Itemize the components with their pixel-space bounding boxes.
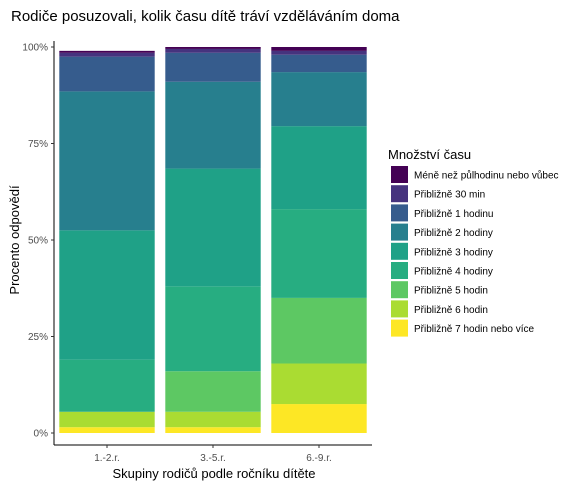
bar-segment bbox=[165, 47, 261, 49]
x-axis-title: Skupiny rodičů podle ročníku dítěte bbox=[112, 466, 315, 481]
bar-segment bbox=[59, 411, 155, 428]
legend-key bbox=[391, 281, 408, 299]
bar-segment bbox=[271, 363, 367, 405]
bar-segment bbox=[59, 230, 155, 360]
legend-key bbox=[391, 300, 408, 318]
bar-segment bbox=[165, 48, 261, 53]
y-tick-label: 50% bbox=[28, 236, 48, 247]
y-tick-label: 0% bbox=[34, 429, 49, 440]
legend-label: Přibližně 2 hodiny bbox=[414, 228, 493, 239]
bar-segment bbox=[271, 47, 367, 51]
legend-label: Přibližně 30 min bbox=[414, 190, 485, 201]
legend-key bbox=[391, 223, 408, 241]
legend-key bbox=[391, 319, 408, 337]
y-tick-label: 25% bbox=[28, 332, 48, 343]
legend-key bbox=[391, 185, 408, 203]
bar-segment bbox=[59, 50, 155, 53]
legend-key bbox=[391, 242, 408, 260]
bar-segment bbox=[271, 54, 367, 73]
x-tick-label: 1.-2.r. bbox=[94, 453, 120, 464]
bar-segment bbox=[271, 126, 367, 210]
legend-label: Přibližně 1 hodinu bbox=[414, 209, 494, 220]
x-tick-label: 3.-5.r. bbox=[200, 453, 226, 464]
bar-segment bbox=[59, 52, 155, 57]
bar-segment bbox=[165, 81, 261, 169]
bar-segment bbox=[59, 91, 155, 231]
x-tick-label: 6.-9.r. bbox=[306, 453, 332, 464]
bar-segment bbox=[271, 72, 367, 127]
legend-key bbox=[391, 262, 408, 279]
bar-segment bbox=[271, 404, 367, 433]
bar-segment bbox=[271, 209, 367, 298]
legend-label: Přibližně 6 hodin bbox=[414, 305, 488, 316]
chart-title: Rodiče posuzovali, kolik času dítě tráví… bbox=[11, 8, 400, 25]
legend-label: Přibližně 7 hodin nebo více bbox=[414, 324, 535, 335]
bar-segment bbox=[271, 297, 367, 364]
bar-segment bbox=[271, 50, 367, 55]
bar-segment bbox=[165, 168, 261, 287]
legend-label: Méně než půlhodinu nebo vůbec bbox=[414, 170, 559, 182]
legend-key bbox=[391, 204, 408, 222]
legend-label: Přibližně 4 hodiny bbox=[414, 267, 493, 278]
y-tick-label: 100% bbox=[22, 43, 48, 54]
bar-segment bbox=[59, 427, 155, 433]
bar-segment bbox=[165, 411, 261, 428]
legend-title: Množství času bbox=[388, 147, 472, 162]
bar-segment bbox=[165, 427, 261, 433]
bar-segment bbox=[165, 286, 261, 372]
bar-segment bbox=[165, 52, 261, 82]
legend-label: Přibližně 5 hodin bbox=[414, 286, 488, 297]
bar-segment bbox=[165, 371, 261, 412]
legend-label: Přibližně 3 hodiny bbox=[414, 247, 493, 258]
legend-key bbox=[391, 166, 408, 183]
bar-segment bbox=[59, 56, 155, 92]
bar-segment bbox=[59, 359, 155, 412]
y-tick-label: 75% bbox=[28, 139, 48, 150]
y-axis-title: Procento odpovědí bbox=[7, 185, 22, 295]
